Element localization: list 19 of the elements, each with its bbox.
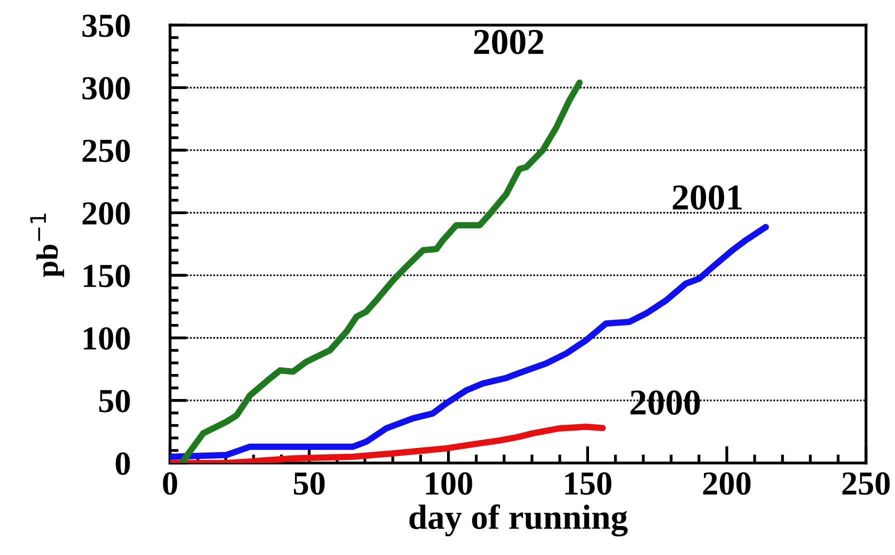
x-tick-label: 50	[294, 472, 325, 495]
series-label: 2000	[630, 390, 700, 415]
y-axis-title: pb$^{−1}$	[30, 214, 64, 278]
y-tick-label: 300	[82, 77, 130, 100]
y-tick-label: 0	[116, 452, 130, 475]
x-tick-label: 200	[703, 472, 751, 495]
y-tick-label: 50	[99, 390, 130, 412]
y-tick-label: 350	[82, 14, 130, 37]
x-tick-label: 250	[842, 472, 890, 495]
x-axis-title: day of running	[409, 504, 628, 536]
x-tick-label: 100	[426, 472, 472, 495]
series-label: 2001	[672, 185, 742, 210]
y-tick-label: 200	[82, 202, 130, 225]
x-tick-label: 150	[565, 472, 612, 495]
series-label: 2002	[474, 30, 544, 54]
y-tick-label: 100	[84, 327, 130, 350]
y-tick-label: 150	[84, 264, 130, 288]
y-tick-label: 250	[82, 140, 130, 162]
x-tick-label: 0	[162, 472, 178, 495]
